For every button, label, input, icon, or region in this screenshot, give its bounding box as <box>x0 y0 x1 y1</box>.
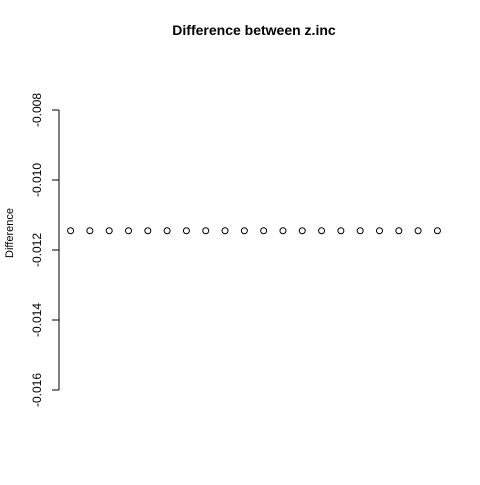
data-point <box>279 227 287 235</box>
data-point <box>337 227 345 235</box>
y-tick-label: -0.008 <box>30 93 44 127</box>
data-point <box>260 227 268 235</box>
data-point <box>375 227 383 235</box>
y-tick-label: -0.016 <box>30 373 44 407</box>
data-point <box>163 227 171 235</box>
data-point <box>395 227 403 235</box>
y-tick-label: -0.012 <box>30 233 44 267</box>
y-tick-label: -0.014 <box>30 303 44 337</box>
data-point <box>105 227 113 235</box>
data-point <box>298 227 306 235</box>
data-point <box>202 227 210 235</box>
y-tick-label: -0.010 <box>30 163 44 197</box>
data-point <box>240 227 248 235</box>
data-point <box>67 227 75 235</box>
chart-title: Difference between z.inc <box>172 22 336 38</box>
data-point <box>86 227 94 235</box>
data-point <box>144 227 152 235</box>
y-axis: -0.008 -0.010 -0.012 -0.014 -0.016 <box>30 93 60 407</box>
data-point <box>318 227 326 235</box>
data-points <box>67 227 441 235</box>
data-point <box>356 227 364 235</box>
y-axis-label: Difference <box>4 208 16 258</box>
data-point <box>182 227 190 235</box>
data-point <box>414 227 422 235</box>
data-point <box>221 227 229 235</box>
data-point <box>125 227 133 235</box>
data-point <box>433 227 441 235</box>
